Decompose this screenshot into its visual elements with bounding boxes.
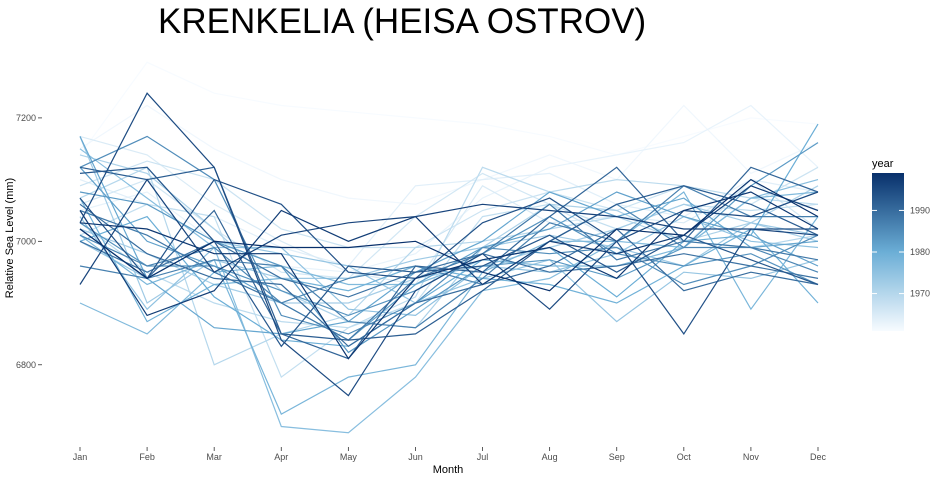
x-tick-label: Jun xyxy=(408,452,423,462)
y-axis-title: Relative Sea Level (mm) xyxy=(4,178,16,298)
series-line-1995 xyxy=(79,92,819,397)
y-tick-label: 7200 xyxy=(16,113,36,123)
chart-title: KRENKELIA (HEISA OSTROV) xyxy=(158,2,646,41)
x-tick-label: Oct xyxy=(677,452,692,462)
series-line-1973 xyxy=(79,136,819,304)
x-tick-label: Jul xyxy=(477,452,489,462)
series-line-1962 xyxy=(79,104,819,205)
series-line-1968 xyxy=(79,203,819,379)
series-line-1987 xyxy=(79,185,818,329)
color-legend: year 1970 1980 1990 xyxy=(872,158,930,331)
series-line-1969 xyxy=(79,166,819,329)
plot-area xyxy=(79,61,819,434)
legend-tick-label: 1990 xyxy=(910,205,930,215)
series-line-1988 xyxy=(79,203,819,341)
series-line-1996 xyxy=(79,178,819,285)
x-tick-label: Feb xyxy=(139,452,155,462)
series-line-1990 xyxy=(79,203,819,348)
series-line-1963 xyxy=(79,104,819,273)
series-line-1961 xyxy=(79,61,819,156)
legend-title: year xyxy=(872,158,894,170)
y-axis: 6800 7000 7200 xyxy=(16,113,42,370)
x-tick-label: Jan xyxy=(73,452,88,462)
series-line-1983 xyxy=(79,142,819,354)
x-tick-label: Nov xyxy=(743,452,760,462)
y-tick-label: 6800 xyxy=(16,360,36,370)
series-line-1966 xyxy=(79,172,819,280)
series-line-1999 xyxy=(79,178,819,292)
x-tick-label: Dec xyxy=(810,452,827,462)
series-line-1997 xyxy=(79,185,819,317)
y-tick-label: 7000 xyxy=(16,236,36,246)
x-tick-label: May xyxy=(340,452,358,462)
colorbar xyxy=(872,173,904,331)
series-line-1980 xyxy=(79,123,819,347)
series-line-1986 xyxy=(79,203,819,304)
x-axis: Jan Feb Mar Apr May Jun Jul Aug Sep Oct Nov Dec xyxy=(73,447,827,462)
x-tick-label: Apr xyxy=(274,452,288,462)
x-axis-title: Month xyxy=(433,464,464,476)
series-line-1989 xyxy=(79,240,819,298)
series-line-1992 xyxy=(79,166,819,341)
x-tick-label: Mar xyxy=(206,452,222,462)
series-line-1998 xyxy=(79,191,819,360)
x-tick-label: Aug xyxy=(542,452,558,462)
legend-tick-label: 1970 xyxy=(910,289,930,299)
legend-tick-label: 1980 xyxy=(910,247,930,257)
series-line-1971 xyxy=(79,154,819,329)
x-tick-label: Sep xyxy=(609,452,625,462)
legend-ticks: 1970 1980 1990 xyxy=(872,205,930,299)
